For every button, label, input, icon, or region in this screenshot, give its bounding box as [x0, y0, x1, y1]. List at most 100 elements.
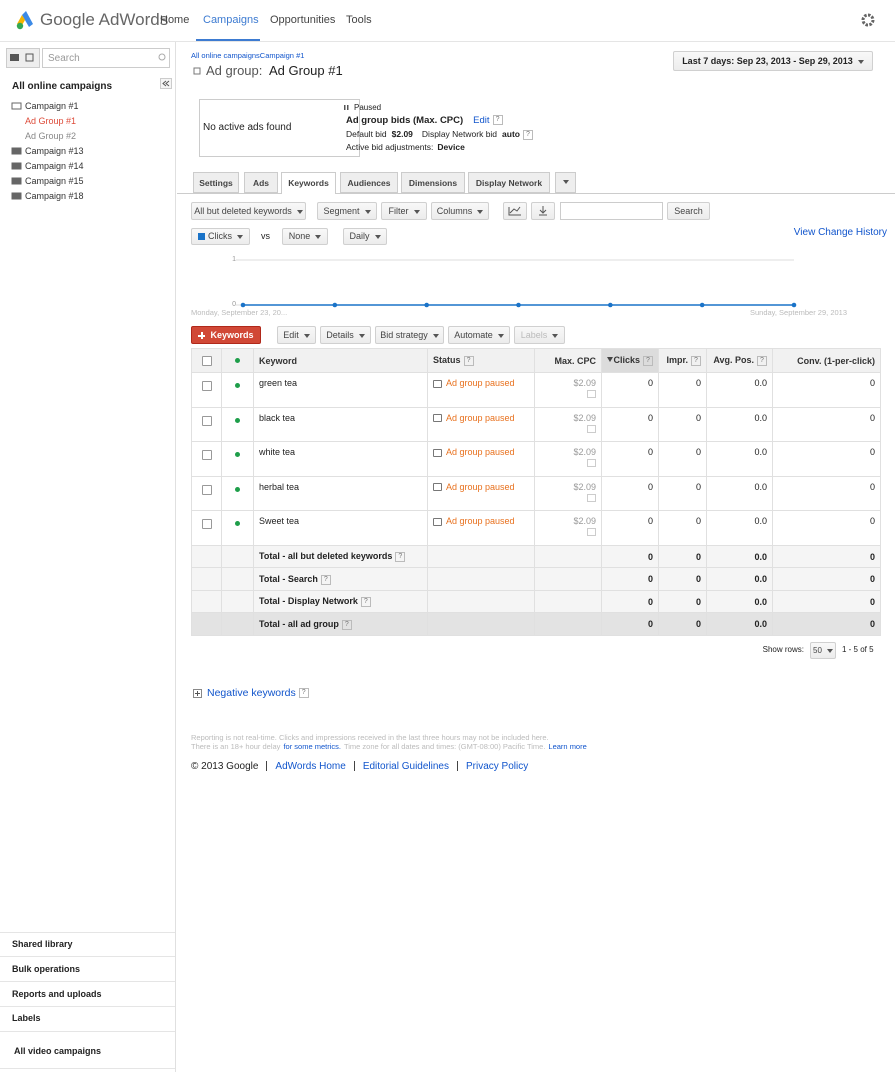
tab[interactable]: Settings: [193, 172, 239, 193]
campaign-link[interactable]: Campaign #13: [25, 146, 84, 156]
metric-button[interactable]: Clicks: [191, 228, 250, 245]
help-icon[interactable]: ?: [360, 597, 371, 608]
compare-button[interactable]: None: [282, 228, 328, 245]
campaign-link[interactable]: Campaign #14: [25, 161, 84, 171]
tab[interactable]: Display Network: [468, 172, 550, 193]
footer-link[interactable]: Privacy Policy: [466, 761, 529, 772]
checkbox[interactable]: [201, 355, 212, 366]
edit-link[interactable]: Edit: [473, 115, 490, 126]
cell: Ad group paused: [427, 510, 535, 546]
caret: [857, 59, 864, 64]
x-start-label: Monday, September 23, 20...: [191, 308, 288, 317]
help-icon[interactable]: ?: [320, 574, 331, 585]
column-header[interactable]: Impr.?: [658, 348, 707, 373]
max-cpc[interactable]: $2.09: [573, 412, 596, 423]
status-text[interactable]: Ad group paused: [446, 447, 515, 458]
tab[interactable]: Ads: [244, 172, 278, 193]
nav-link[interactable]: Opportunities: [270, 14, 336, 26]
sidebar-section[interactable]: Labels: [12, 1013, 41, 1023]
action-button[interactable]: Automate: [448, 326, 510, 344]
display-bid: auto: [502, 129, 520, 139]
sidebar-section[interactable]: All video campaigns: [14, 1046, 102, 1056]
footer-link[interactable]: AdWords Home: [275, 761, 346, 772]
sidebar-section[interactable]: Shared library: [12, 939, 73, 949]
download-button[interactable]: [531, 202, 555, 220]
nav-link[interactable]: Campaigns: [203, 14, 259, 26]
nav-link[interactable]: Home: [160, 14, 190, 26]
checkbox[interactable]: [201, 381, 212, 391]
breadcrumb-link[interactable]: Campaign #1: [259, 51, 305, 60]
collapse-button[interactable]: [160, 78, 172, 89]
checkbox[interactable]: [201, 519, 212, 530]
checkbox[interactable]: [201, 415, 212, 426]
max-cpc[interactable]: $2.09: [573, 516, 596, 527]
help-icon[interactable]: ?: [691, 355, 701, 366]
ad-group-link[interactable]: Ad Group #1: [25, 116, 77, 126]
change-history-link[interactable]: View Change History: [793, 227, 887, 238]
search-button[interactable]: Search: [667, 202, 710, 220]
add-keywords-button[interactable]: Keywords: [191, 326, 261, 344]
help-icon[interactable]: ?: [492, 115, 503, 126]
cell: 0: [772, 475, 881, 512]
help-icon[interactable]: ?: [395, 552, 406, 563]
checkbox[interactable]: [201, 450, 212, 461]
status-text[interactable]: Ad group paused: [446, 516, 515, 527]
column-header[interactable]: Conv. (1-per-click): [772, 348, 881, 373]
action-button[interactable]: Edit: [277, 326, 316, 344]
date-range-button[interactable]: Last 7 days: Sep 23, 2013 - Sep 29, 2013: [673, 51, 873, 71]
filter-button[interactable]: Segment: [317, 202, 377, 220]
help-icon[interactable]: ?: [298, 688, 309, 699]
chart-toggle[interactable]: [503, 202, 527, 220]
tab[interactable]: Keywords: [281, 172, 336, 194]
nav-link[interactable]: Tools: [346, 14, 372, 26]
checkbox[interactable]: [201, 484, 212, 495]
help-icon[interactable]: ?: [523, 129, 533, 140]
tab[interactable]: Audiences: [340, 172, 398, 193]
max-cpc[interactable]: $2.09: [573, 378, 596, 388]
column-header[interactable]: Status?: [427, 348, 535, 373]
action-button-label: Labels: [520, 330, 548, 340]
caret: [237, 234, 243, 239]
keyword-search[interactable]: [560, 202, 663, 220]
rows-select[interactable]: 50: [810, 642, 836, 659]
help-icon[interactable]: ?: [341, 619, 352, 630]
help-icon[interactable]: ?: [643, 355, 653, 366]
negative-keywords-link[interactable]: Negative keywords: [207, 687, 296, 699]
footer-link[interactable]: Editorial Guidelines: [362, 761, 449, 772]
status-text[interactable]: Ad group paused: [446, 481, 515, 492]
campaign-link[interactable]: Campaign #1: [25, 101, 79, 111]
campaign-link[interactable]: Campaign #15: [25, 176, 84, 186]
breadcrumb-link[interactable]: All online campaigns: [191, 51, 260, 60]
campaign-link[interactable]: Campaign #18: [25, 191, 84, 201]
action-button[interactable]: Bid strategy: [375, 326, 444, 344]
cell: Total - all but deleted keywords?: [253, 544, 428, 569]
period-button[interactable]: Daily: [343, 228, 387, 245]
max-cpc[interactable]: $2.09: [573, 481, 596, 492]
filter-button[interactable]: All but deleted keywords: [191, 202, 306, 220]
column-header[interactable]: Avg. Pos.?: [706, 348, 773, 373]
tab[interactable]: Dimensions: [401, 172, 465, 193]
bid-icon: [587, 528, 596, 537]
max-cpc[interactable]: $2.09: [573, 447, 596, 458]
sidebar-section[interactable]: Reports and uploads: [12, 989, 102, 999]
filter-button[interactable]: Filter: [381, 202, 427, 220]
status-text[interactable]: Ad group paused: [446, 378, 515, 388]
ad-group-link[interactable]: Ad Group #2: [25, 131, 77, 141]
action-button-label: Bid strategy: [380, 330, 428, 340]
sidebar-search[interactable]: Search: [42, 48, 170, 68]
help-icon[interactable]: ?: [757, 355, 767, 366]
column-header[interactable]: Keyword: [253, 348, 428, 373]
tab-more[interactable]: [555, 172, 576, 193]
sidebar-view-toggle[interactable]: [6, 48, 40, 68]
help-icon[interactable]: ?: [463, 355, 474, 366]
footer-note-link[interactable]: for some metrics.: [283, 742, 341, 751]
footer-note-link[interactable]: Learn more: [548, 742, 587, 751]
column-header[interactable]: Clicks?: [601, 348, 659, 373]
action-button[interactable]: Details: [320, 326, 371, 344]
column-header[interactable]: Max. CPC: [534, 348, 602, 373]
cell: [427, 589, 535, 614]
filter-button[interactable]: Columns: [431, 202, 489, 220]
sidebar-section[interactable]: Bulk operations: [12, 964, 81, 974]
status-text[interactable]: Ad group paused: [446, 412, 515, 423]
comment-icon: [433, 414, 442, 423]
